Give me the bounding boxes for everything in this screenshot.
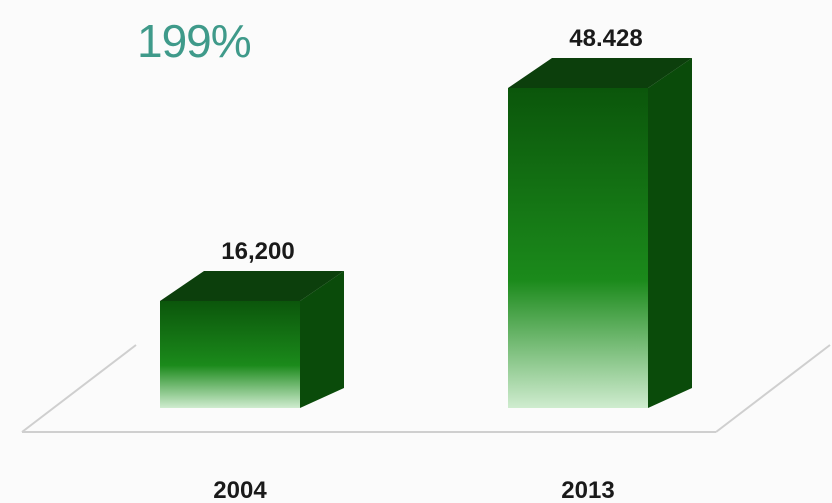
floor-left-edge [21, 344, 137, 433]
bar-top-face [508, 58, 692, 88]
bar-2013 [508, 58, 692, 408]
bar-side-face [648, 58, 692, 408]
bar-value-label: 16,200 [221, 238, 294, 265]
category-label: 2004 [213, 477, 267, 503]
bar-value-label: 48.428 [569, 25, 642, 52]
category-label: 2013 [561, 477, 614, 503]
growth-annotation: 199% [137, 15, 252, 67]
bar-2004 [160, 270, 344, 408]
bar-front-face [160, 300, 300, 408]
bar-side-face [300, 270, 344, 408]
bar-front-face [508, 88, 648, 408]
bars: 16,200 2004 48.428 2013 [160, 25, 692, 503]
floor-right-edge [715, 344, 831, 433]
floor [21, 344, 831, 433]
bar-top-face [160, 270, 344, 301]
